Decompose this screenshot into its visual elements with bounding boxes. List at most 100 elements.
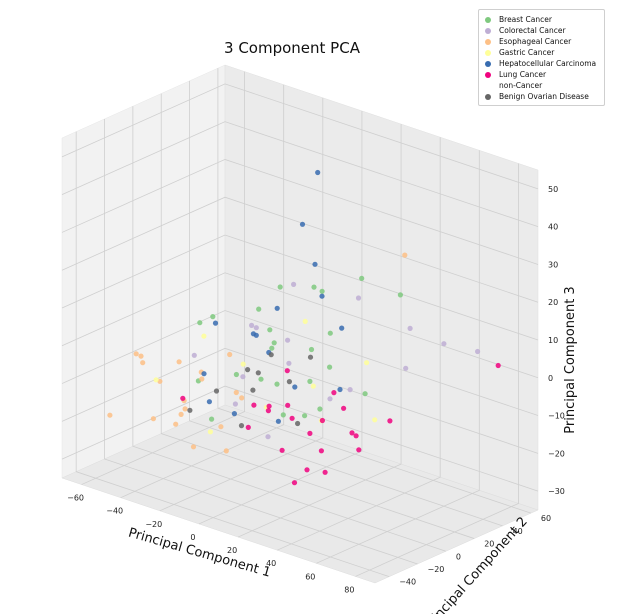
chart-title: 3 Component PCA xyxy=(224,39,361,57)
grid-line-z xyxy=(61,83,539,190)
point-benign-ovarian-disease xyxy=(238,423,245,429)
grid-line-x xyxy=(316,150,480,564)
point-esophageal-cancer xyxy=(178,411,184,417)
point-colorectal-cancer xyxy=(291,281,297,287)
point-breast-cancer xyxy=(307,378,313,384)
legend-item: non-Cancer xyxy=(485,80,542,91)
point-hepatocellular-carcinoma xyxy=(206,399,212,405)
z-tick-label: 0 xyxy=(548,374,553,383)
grid-line-x xyxy=(198,110,363,525)
z-tick-label: −10 xyxy=(548,412,565,421)
y-tick-label: −40 xyxy=(399,578,416,587)
point-breast-cancer xyxy=(197,320,203,326)
legend-label: Hepatocellular Carcinoma xyxy=(499,59,597,68)
point-hepatocellular-carcinoma xyxy=(292,384,298,390)
legend-item: Esophageal Cancer xyxy=(485,36,571,47)
point-hepatocellular-carcinoma xyxy=(299,221,306,227)
point-colorectal-cancer xyxy=(249,322,255,328)
z-tick-label: 40 xyxy=(548,223,558,232)
legend-label: Colorectal Cancer xyxy=(499,26,566,35)
legend-label: non-Cancer xyxy=(499,81,543,90)
point-esophageal-cancer xyxy=(133,351,139,357)
grid-line-z xyxy=(61,159,539,265)
point-hepatocellular-carcinoma xyxy=(231,411,237,417)
point-esophageal-cancer xyxy=(218,424,224,430)
point-benign-ovarian-disease xyxy=(245,367,251,373)
point-esophageal-cancer xyxy=(233,389,239,396)
x-tick-label: −20 xyxy=(145,520,162,529)
point-lung-cancer xyxy=(322,469,328,475)
point-lung-cancer xyxy=(319,417,325,424)
point-colorectal-cancer xyxy=(253,325,259,331)
point-gastric-cancer xyxy=(364,360,370,366)
x-tick-label: 40 xyxy=(266,559,276,568)
grid-line-x xyxy=(237,124,402,538)
point-breast-cancer xyxy=(274,381,280,387)
grid-line-z xyxy=(61,347,539,454)
legend-label: Breast Cancer xyxy=(499,15,552,24)
point-esophageal-cancer xyxy=(182,406,188,412)
point-gastric-cancer xyxy=(201,333,207,339)
point-hepatocellular-carcinoma xyxy=(337,386,343,393)
point-lung-cancer xyxy=(266,403,272,409)
point-benign-ovarian-disease xyxy=(187,407,193,413)
y-tick-label: −20 xyxy=(428,565,445,574)
point-lung-cancer xyxy=(331,390,337,396)
grid-line-x xyxy=(355,163,519,577)
point-breast-cancer xyxy=(327,364,333,370)
point-esophageal-cancer xyxy=(150,416,156,422)
point-gastric-cancer xyxy=(153,377,159,383)
point-breast-cancer xyxy=(327,330,333,336)
point-benign-ovarian-disease xyxy=(295,420,301,427)
point-breast-cancer xyxy=(308,346,315,353)
point-lung-cancer xyxy=(279,447,285,453)
point-colorectal-cancer xyxy=(240,374,246,380)
grid-line-x xyxy=(81,71,245,485)
point-breast-cancer xyxy=(209,416,215,422)
legend-item: Hepatocellular Carcinoma xyxy=(485,58,596,69)
point-lung-cancer xyxy=(349,430,355,436)
legend-label: Gastric Cancer xyxy=(499,48,555,57)
point-lung-cancer xyxy=(265,408,271,414)
point-gastric-cancer xyxy=(310,383,316,389)
axes-grid xyxy=(61,68,539,578)
point-lung-cancer xyxy=(353,433,359,439)
scatter-points xyxy=(107,169,501,486)
point-colorectal-cancer xyxy=(403,365,409,371)
point-lung-cancer xyxy=(304,467,310,473)
grid-line-z xyxy=(61,196,539,303)
point-lung-cancer xyxy=(387,418,393,424)
point-esophageal-cancer xyxy=(173,421,179,427)
z-tick-label: −20 xyxy=(548,449,565,458)
x-tick-label: −60 xyxy=(67,494,84,503)
y-tick-label: 40 xyxy=(513,527,523,536)
point-breast-cancer xyxy=(267,327,273,333)
point-lung-cancer xyxy=(307,430,313,436)
axis-ticks: −60 −40 −20 0 20 40 60 80 −40 −20 0 20 40 60 −30 −20 −10… xyxy=(67,185,565,595)
legend-swatch xyxy=(485,49,491,56)
legend-item: Benign Ovarian Disease xyxy=(485,91,589,102)
grid-line-z xyxy=(61,121,539,228)
legend-swatch xyxy=(485,83,491,89)
z-tick-label: −30 xyxy=(548,487,565,496)
x-tick-label: 60 xyxy=(305,572,315,581)
point-breast-cancer xyxy=(210,314,216,320)
point-esophageal-cancer xyxy=(239,395,245,401)
point-lung-cancer xyxy=(289,415,295,421)
z-tick-label: 30 xyxy=(548,260,558,269)
point-esophageal-cancer xyxy=(227,351,233,358)
point-breast-cancer xyxy=(397,292,403,298)
z-axis-label: Principal Component 3 xyxy=(563,286,578,433)
point-benign-ovarian-disease xyxy=(268,352,274,358)
legend-swatch xyxy=(485,71,491,78)
point-lung-cancer xyxy=(318,448,324,454)
point-colorectal-cancer xyxy=(407,325,413,331)
legend-item: Breast Cancer xyxy=(485,14,552,25)
point-gastric-cancer xyxy=(302,318,308,324)
point-breast-cancer xyxy=(362,391,368,397)
legend-item: Colorectal Cancer xyxy=(485,25,566,36)
point-esophageal-cancer xyxy=(107,412,113,418)
point-lung-cancer xyxy=(341,405,347,411)
legend-swatch xyxy=(485,27,491,34)
